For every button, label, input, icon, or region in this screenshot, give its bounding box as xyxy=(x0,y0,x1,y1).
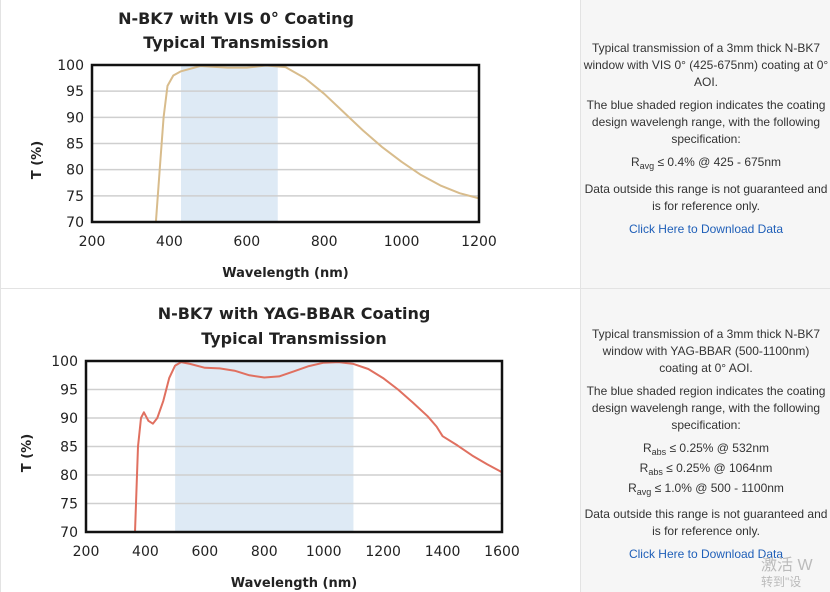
x-axis-label: Wavelength (nm) xyxy=(231,576,357,591)
y-tick-label: 80 xyxy=(60,468,78,484)
chart-yag-transmission: N-BK7 with YAG-BBAR Coating Typical Trans… xyxy=(20,304,520,591)
x-tick-label: 800 xyxy=(311,234,338,250)
y-tick-label: 75 xyxy=(60,497,78,513)
plot-frame xyxy=(84,359,504,534)
x-tick-label: 1400 xyxy=(425,544,461,560)
y-tick-label: 80 xyxy=(66,163,84,179)
x-tick-label: 600 xyxy=(191,544,218,560)
transmission-curve xyxy=(154,64,480,223)
spec-lines: Rabs ≤ 0.25% @ 532nm Rabs ≤ 0.25% @ 1064… xyxy=(628,441,784,497)
y-tick-label: 95 xyxy=(66,84,84,100)
y-tick-label: 90 xyxy=(66,110,84,126)
desc-intro: Typical transmission of a 3mm thick N-BK… xyxy=(591,327,821,375)
plot-frame xyxy=(90,63,481,224)
y-tick-label: 100 xyxy=(51,354,78,370)
chart-row-vis: N-BK7 with VIS 0° Coating Typical Transmi… xyxy=(0,0,830,288)
x-tick-label: 200 xyxy=(79,234,106,250)
y-tick-label: 95 xyxy=(60,383,78,399)
x-axis-label: Wavelength (nm) xyxy=(222,266,348,281)
y-axis-label: T (%) xyxy=(20,434,35,472)
x-tick-label: 800 xyxy=(251,544,278,560)
transmission-curve xyxy=(134,361,503,533)
y-tick-label: 90 xyxy=(60,411,78,427)
x-tick-label: 400 xyxy=(156,234,183,250)
spec-line: Ravg ≤ 0.4% @ 425 - 675nm xyxy=(630,155,782,171)
x-tick-label: 200 xyxy=(73,544,100,560)
y-tick-label: 75 xyxy=(66,189,84,205)
chart-panel-vis: N-BK7 with VIS 0° Coating Typical Transmi… xyxy=(0,0,581,288)
x-tick-label: 600 xyxy=(233,234,260,250)
chart-panel-yag: N-BK7 with YAG-BBAR Coating Typical Trans… xyxy=(0,289,581,592)
description-panel-vis: Typical transmission of a 3mm thick N-BK… xyxy=(580,0,830,288)
desc-shaded: The blue shaded region indicates the coa… xyxy=(586,384,826,432)
desc-disclaimer: Data outside this range is not guarantee… xyxy=(584,507,828,538)
desc-intro: Typical transmission of a 3mm thick N-BK… xyxy=(583,41,829,89)
desc-disclaimer: Data outside this range is not guarantee… xyxy=(584,182,828,213)
description-panel-yag: Typical transmission of a 3mm thick N-BK… xyxy=(580,289,830,592)
download-data-link[interactable]: Click Here to Download Data xyxy=(628,547,784,561)
y-axis-label: T (%) xyxy=(30,141,45,179)
x-tick-label: 400 xyxy=(132,544,159,560)
chart-subtitle: Typical Transmission xyxy=(201,329,387,348)
chart-title: N-BK7 with VIS 0° Coating xyxy=(118,9,354,28)
desc-shaded: The blue shaded region indicates the coa… xyxy=(586,98,826,146)
chart-title: N-BK7 with YAG-BBAR Coating xyxy=(158,304,431,323)
activation-watermark: 激活 W xyxy=(761,557,813,574)
y-tick-label: 70 xyxy=(60,525,78,541)
download-data-link[interactable]: Click Here to Download Data xyxy=(628,222,784,236)
activation-watermark-sub: 转到"设 xyxy=(761,575,802,589)
x-tick-label: 1000 xyxy=(306,544,342,560)
y-tick-label: 70 xyxy=(66,215,84,231)
chart-subtitle: Typical Transmission xyxy=(143,33,329,52)
x-tick-label: 1600 xyxy=(484,544,520,560)
y-tick-label: 85 xyxy=(60,440,78,456)
y-tick-label: 100 xyxy=(57,58,84,74)
chart-row-yag: N-BK7 with YAG-BBAR Coating Typical Trans… xyxy=(0,288,830,592)
y-tick-label: 85 xyxy=(66,137,84,153)
x-tick-label: 1200 xyxy=(461,234,497,250)
x-tick-label: 1000 xyxy=(384,234,420,250)
x-tick-label: 1200 xyxy=(365,544,401,560)
chart-vis-transmission: N-BK7 with VIS 0° Coating Typical Transmi… xyxy=(30,9,497,281)
